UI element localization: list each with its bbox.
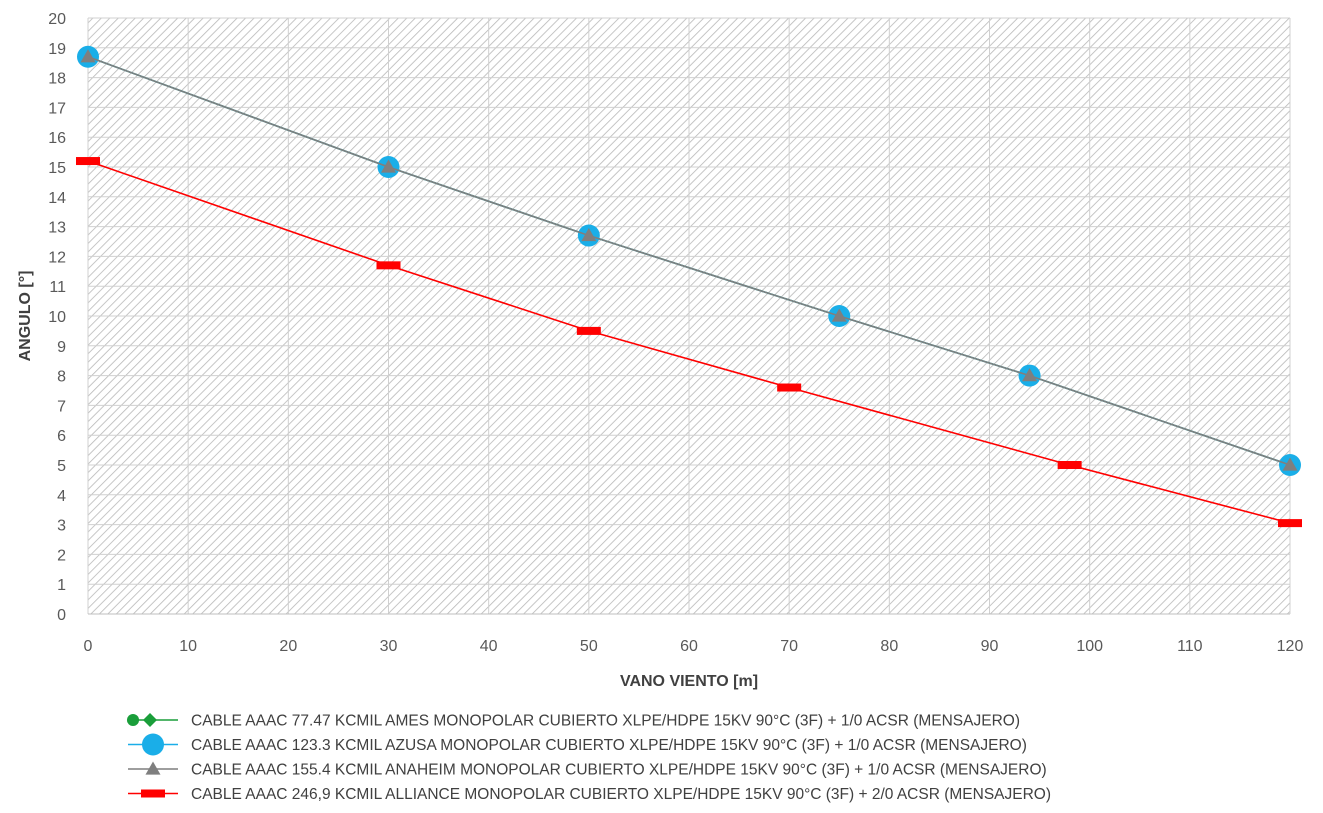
series-line bbox=[87, 55, 1291, 466]
legend-entry-1: CABLE AAAC 77.47 KCMIL AMES MONOPOLAR CU… bbox=[126, 713, 1020, 730]
x-tick-label: 100 bbox=[1076, 638, 1103, 655]
legend-label: CABLE AAAC 155.4 KCMIL ANAHEIM MONOPOLAR… bbox=[191, 762, 1047, 779]
y-axis-title: ANGULO [°] bbox=[17, 271, 34, 362]
data-point bbox=[376, 261, 401, 270]
y-tick-label: 20 bbox=[48, 11, 66, 28]
y-tick-label: 8 bbox=[57, 369, 66, 386]
y-tick-label: 16 bbox=[48, 130, 66, 147]
legend-entry-2: CABLE AAAC 123.3 KCMIL AZUSA MONOPOLAR C… bbox=[128, 733, 1027, 756]
x-tick-label: 70 bbox=[780, 638, 798, 655]
y-tick-label: 3 bbox=[57, 518, 66, 535]
y-tick-label: 0 bbox=[57, 607, 66, 624]
x-tick-label: 110 bbox=[1177, 638, 1203, 655]
x-tick-label: 60 bbox=[680, 638, 698, 655]
x-axis-title: VANO VIENTO [m] bbox=[620, 673, 758, 690]
legend-label: CABLE AAAC 123.3 KCMIL AZUSA MONOPOLAR C… bbox=[191, 737, 1027, 754]
data-point bbox=[1057, 461, 1082, 469]
legend-entry-4: CABLE AAAC 246,9 KCMIL ALLIANCE MONOPOLA… bbox=[128, 786, 1051, 803]
y-tick-label: 17 bbox=[48, 100, 66, 117]
legend-marker bbox=[145, 761, 161, 775]
y-tick-label: 6 bbox=[57, 428, 66, 445]
x-tick-label: 120 bbox=[1277, 638, 1304, 655]
data-point bbox=[1022, 368, 1038, 382]
x-tick-label: 10 bbox=[179, 638, 197, 655]
grid-lines bbox=[87, 17, 1291, 615]
y-tick-label: 11 bbox=[49, 279, 66, 296]
legend-label: CABLE AAAC 77.47 KCMIL AMES MONOPOLAR CU… bbox=[191, 713, 1020, 730]
legend: CABLE AAAC 77.47 KCMIL AMES MONOPOLAR CU… bbox=[126, 713, 1051, 803]
x-tick-label: 0 bbox=[84, 638, 93, 655]
x-tick-label: 30 bbox=[380, 638, 398, 655]
data-point bbox=[1282, 457, 1298, 471]
y-tick-label: 9 bbox=[57, 339, 66, 356]
data-point bbox=[381, 159, 396, 173]
series-3 bbox=[80, 49, 1298, 471]
y-tick-label: 18 bbox=[48, 71, 66, 88]
y-tick-label: 4 bbox=[57, 488, 66, 505]
y-tick-label: 5 bbox=[57, 458, 66, 475]
y-tick-label: 19 bbox=[48, 41, 66, 58]
y-tick-label: 12 bbox=[48, 249, 66, 266]
x-tick-label: 50 bbox=[580, 638, 598, 655]
y-tick-label: 10 bbox=[48, 309, 66, 326]
y-tick-label: 14 bbox=[48, 190, 66, 207]
data-series bbox=[76, 45, 1302, 528]
legend-marker-circle bbox=[126, 713, 140, 727]
legend-marker-diamond bbox=[143, 713, 157, 727]
data-point bbox=[581, 228, 597, 242]
legend-marker bbox=[141, 789, 165, 798]
x-tick-label: 90 bbox=[981, 638, 999, 655]
legend-marker bbox=[142, 733, 164, 756]
y-tick-label: 7 bbox=[57, 398, 66, 415]
data-point bbox=[576, 326, 601, 335]
x-tick-label: 20 bbox=[279, 638, 297, 655]
legend-label: CABLE AAAC 246,9 KCMIL ALLIANCE MONOPOLA… bbox=[191, 786, 1051, 803]
data-point bbox=[777, 383, 802, 392]
data-point bbox=[80, 49, 96, 63]
y-tick-label: 15 bbox=[48, 160, 66, 177]
y-tick-label: 2 bbox=[57, 547, 66, 564]
x-tick-label: 40 bbox=[480, 638, 498, 655]
data-point bbox=[76, 157, 100, 166]
series-line bbox=[87, 160, 1291, 524]
x-tick-label: 80 bbox=[880, 638, 898, 655]
data-point bbox=[1278, 519, 1302, 528]
y-tick-label: 1 bbox=[57, 577, 66, 594]
data-point bbox=[831, 308, 847, 322]
y-tick-label: 13 bbox=[48, 220, 66, 237]
series-4 bbox=[76, 157, 1302, 528]
legend-entry-3: CABLE AAAC 155.4 KCMIL ANAHEIM MONOPOLAR… bbox=[128, 761, 1047, 779]
